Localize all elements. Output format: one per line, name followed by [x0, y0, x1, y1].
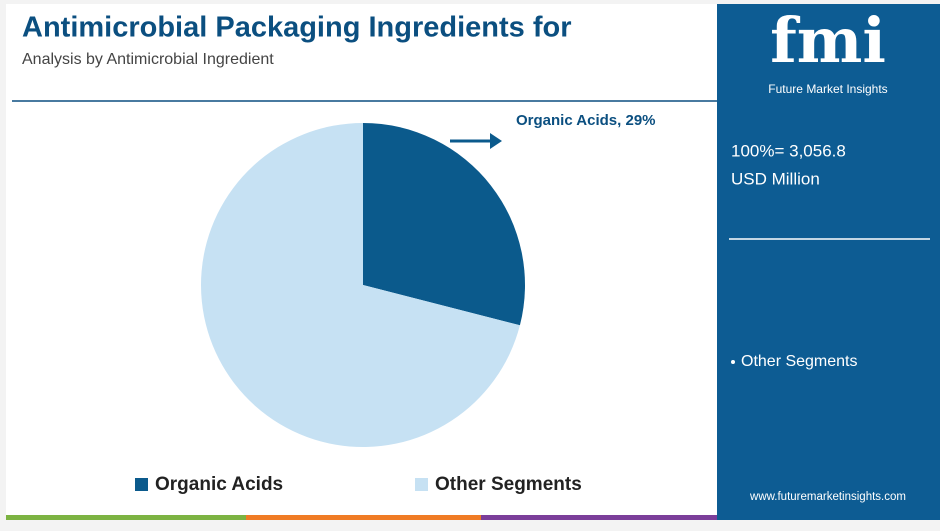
legend-swatch — [135, 478, 148, 491]
total: 100%= 3,056.8 — [731, 141, 846, 160]
side-panel — [717, 4, 940, 515]
legend-label: Other Segments — [435, 474, 582, 495]
pie-slice — [200, 123, 520, 447]
footer-bar — [717, 515, 940, 520]
bullet — [731, 360, 735, 364]
label-arrow-head — [490, 133, 502, 149]
logo: fmi — [770, 4, 886, 77]
pie-slice — [363, 123, 525, 326]
note: Other Segments — [741, 353, 858, 370]
data-label: Organic Acids, 29% — [516, 112, 656, 129]
legend: Organic Acids Other Segments — [135, 474, 582, 495]
unit: USD Million — [731, 169, 820, 188]
website: www.futuremarketinsights.com — [749, 491, 906, 503]
chart-title: Antimicrobial Packaging Ingredients for — [22, 12, 572, 44]
legend-swatch — [415, 478, 428, 491]
footer-bar — [481, 515, 717, 520]
pie — [200, 123, 525, 447]
chart-subtitle: Analysis by Antimicrobial Ingredient — [22, 51, 274, 68]
legend-label: Organic Acids — [155, 474, 283, 495]
brand: Future Market Insights — [768, 82, 887, 96]
footer-bar — [246, 515, 481, 520]
footer-bar — [6, 515, 246, 520]
